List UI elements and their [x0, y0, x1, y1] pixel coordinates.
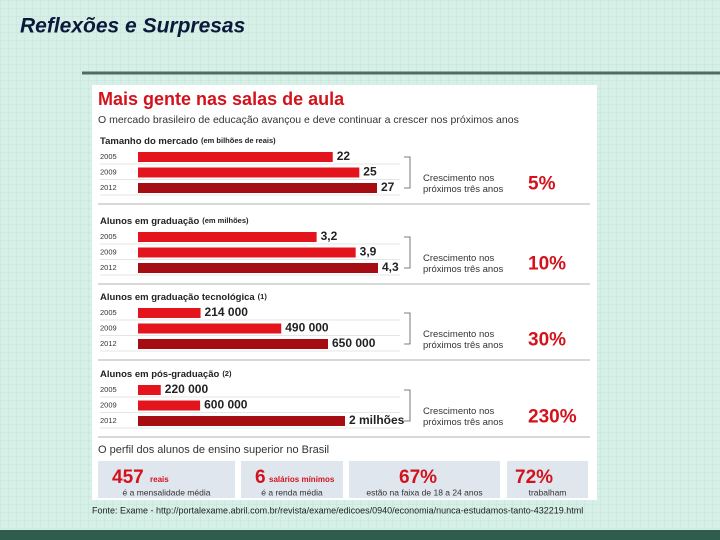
profile-box	[98, 461, 235, 498]
bar-label: 490 000	[285, 321, 329, 335]
infographic-title: Mais gente nas salas de aula	[98, 89, 345, 109]
bar	[138, 263, 378, 273]
bar-label: 27	[381, 180, 395, 194]
section-note: (em milhões)	[202, 216, 249, 225]
year-label: 2009	[100, 400, 117, 409]
year-label: 2005	[100, 385, 117, 394]
section-title: Alunos em pós-graduação (2)	[100, 369, 232, 380]
section-title-text: Alunos em graduação	[100, 216, 199, 227]
bar	[138, 152, 333, 162]
source: Fonte: Exame - http://portalexame.abril.…	[92, 505, 583, 515]
year-label: 2005	[100, 152, 117, 161]
bar-label: 3,9	[360, 245, 377, 259]
bar	[138, 323, 282, 334]
profile-box	[349, 461, 500, 498]
bracket	[404, 312, 411, 345]
bar	[138, 247, 356, 258]
bar	[138, 183, 377, 193]
section-title-text: Alunos em graduação tecnológica	[100, 292, 255, 303]
section-title-text: Tamanho do mercado	[100, 136, 198, 147]
growth-text: Crescimento nos	[423, 253, 495, 264]
year-label: 2012	[100, 263, 117, 272]
year-label: 2009	[100, 167, 117, 176]
profile-value: 6	[255, 467, 266, 488]
year-label: 2009	[100, 323, 117, 332]
bracket	[404, 236, 411, 269]
growth-text: próximos três anos	[423, 264, 504, 275]
bar-label: 25	[363, 165, 377, 179]
growth-text: próximos três anos	[423, 340, 504, 351]
bar	[138, 232, 317, 242]
bar	[138, 400, 201, 411]
section-note: (1)	[258, 292, 268, 301]
profile-unit: reais	[150, 475, 169, 484]
bracket	[404, 389, 411, 422]
bar-label: 4,3	[382, 260, 399, 274]
growth-text: próximos três anos	[423, 417, 504, 428]
bar-label: 220 000	[165, 382, 209, 396]
profile-caption: trabalham	[529, 487, 567, 497]
growth-text: Crescimento nos	[423, 329, 495, 340]
bar	[138, 385, 161, 395]
section-title: Alunos em graduação (em milhões)	[100, 216, 249, 227]
profile-value: 67%	[399, 467, 437, 488]
profile-value: 457	[112, 467, 144, 488]
bar	[138, 308, 201, 318]
bar	[138, 167, 360, 178]
profile-title: O perfil dos alunos de ensino superior n…	[98, 444, 329, 456]
section-note: (em bilhões de reais)	[201, 136, 276, 145]
bar-label: 650 000	[332, 336, 376, 350]
bar	[138, 339, 328, 349]
profile-caption: é a mensalidade média	[123, 487, 211, 497]
section-title: Alunos em graduação tecnológica (1)	[100, 292, 267, 303]
footer-strip	[0, 530, 720, 540]
growth-value: 30%	[528, 330, 566, 351]
growth-value: 5%	[528, 174, 556, 195]
growth-value: 10%	[528, 254, 566, 275]
section-note: (2)	[222, 369, 232, 378]
year-label: 2005	[100, 308, 117, 317]
profile-box	[241, 461, 343, 498]
year-label: 2012	[100, 339, 117, 348]
profile-caption: estão na faixa de 18 a 24 anos	[366, 487, 482, 497]
year-label: 2005	[100, 232, 117, 241]
bar-label: 600 000	[204, 398, 248, 412]
bar-label: 22	[337, 149, 351, 163]
year-label: 2012	[100, 183, 117, 192]
growth-text: próximos três anos	[423, 184, 504, 195]
year-label: 2012	[100, 416, 117, 425]
growth-text: Crescimento nos	[423, 173, 495, 184]
profile-caption: é a renda média	[261, 487, 323, 497]
slide-title: Reflexões e Surpresas	[20, 15, 245, 38]
bar	[138, 416, 345, 426]
profile-unit: salários mínimos	[269, 475, 335, 484]
bar-label: 2 milhões	[349, 413, 405, 427]
growth-text: Crescimento nos	[423, 406, 495, 417]
profile-value: 72%	[515, 467, 553, 488]
bar-label: 214 000	[205, 305, 249, 319]
section-title: Tamanho do mercado (em bilhões de reais)	[100, 136, 276, 147]
growth-value: 230%	[528, 407, 577, 428]
year-label: 2009	[100, 247, 117, 256]
profile-box	[507, 461, 588, 498]
bracket	[404, 156, 411, 189]
section-title-text: Alunos em pós-graduação	[100, 369, 219, 380]
bar-label: 3,2	[321, 229, 338, 243]
infographic-subtitle: O mercado brasileiro de educação avançou…	[98, 114, 519, 126]
